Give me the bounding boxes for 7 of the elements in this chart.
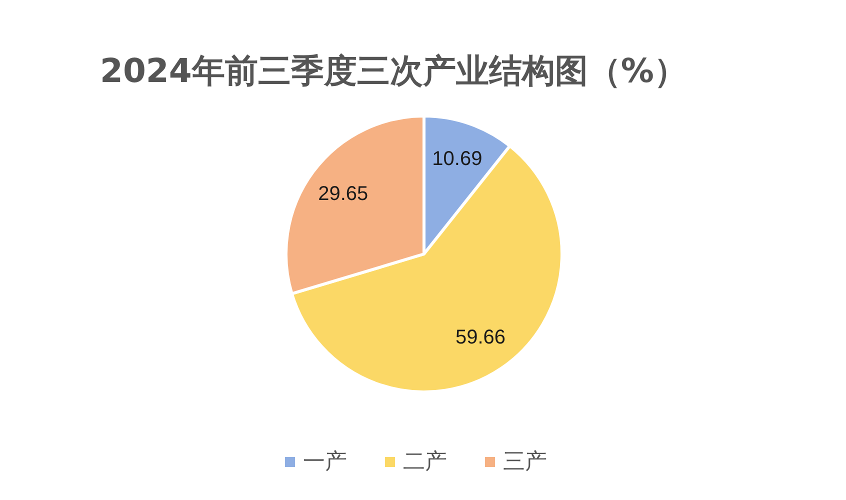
- data-label: 29.65: [318, 182, 368, 205]
- legend-label: 二产: [403, 450, 447, 474]
- legend-label: 一产: [303, 450, 347, 474]
- legend-label: 三产: [503, 450, 547, 474]
- data-label: 10.69: [432, 148, 482, 170]
- data-label: 59.66: [455, 326, 506, 348]
- chart-title: 2024年前三季度三次产业结构图（%）: [100, 51, 687, 90]
